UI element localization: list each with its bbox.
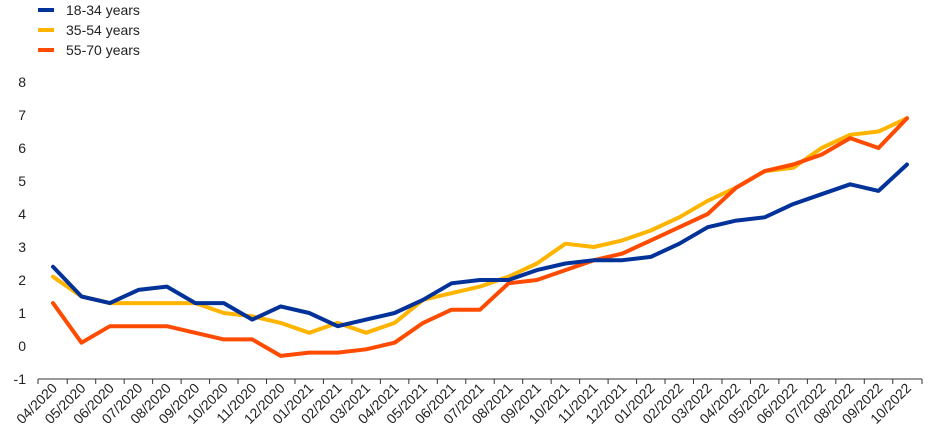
y-tick-label: 0 <box>18 338 26 354</box>
chart-legend: 18-34 years 35-54 years 55-70 years <box>38 0 140 60</box>
y-tick-label: 7 <box>18 107 26 123</box>
legend-item-18-34: 18-34 years <box>38 0 140 20</box>
y-tick-label: 4 <box>18 206 26 222</box>
series-line-55-70-years <box>51 116 909 358</box>
legend-swatch-55-70 <box>38 48 54 52</box>
y-tick-label: 8 <box>18 74 26 90</box>
legend-label-55-70: 55-70 years <box>66 42 140 58</box>
y-tick-label: 6 <box>18 140 26 156</box>
legend-swatch-18-34 <box>38 8 54 12</box>
series-line-35-54-years <box>51 116 909 335</box>
y-tick-label: -1 <box>14 371 27 387</box>
legend-label-18-34: 18-34 years <box>66 2 140 18</box>
x-axis: 04/202005/202006/202007/202008/202009/20… <box>13 378 923 427</box>
y-tick-label: 1 <box>18 305 26 321</box>
legend-item-55-70: 55-70 years <box>38 40 140 60</box>
legend-swatch-35-54 <box>38 28 54 32</box>
legend-item-35-54: 35-54 years <box>38 20 140 40</box>
y-tick-label: 3 <box>18 239 26 255</box>
series-line-18-34-years <box>51 162 909 329</box>
y-tick-label: 5 <box>18 173 26 189</box>
y-tick-label: 2 <box>18 272 26 288</box>
series-layer <box>51 116 909 358</box>
y-axis-tick-labels: -1 0 1 2 3 4 5 6 7 8 <box>14 74 27 387</box>
legend-label-35-54: 35-54 years <box>66 22 140 38</box>
